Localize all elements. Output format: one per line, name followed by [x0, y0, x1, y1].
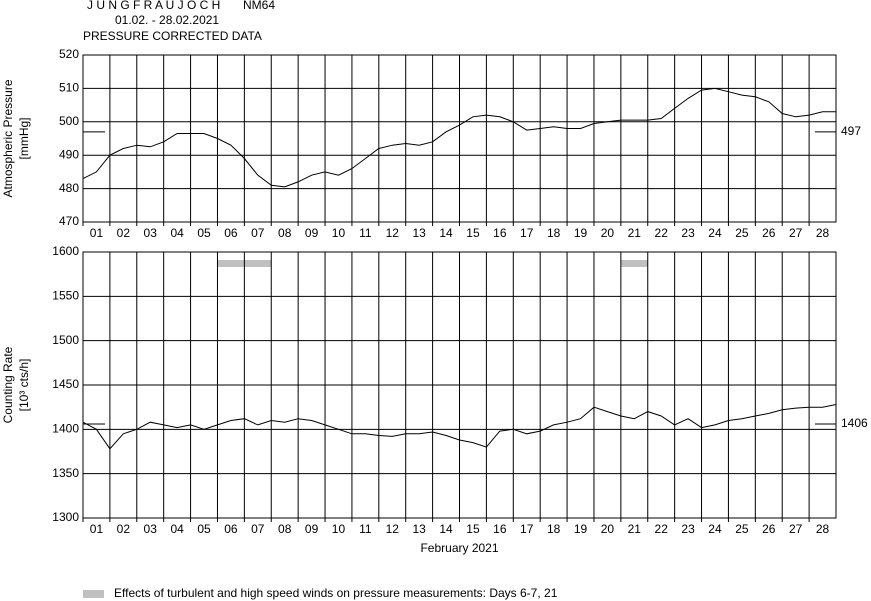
x-tick-label: 21: [628, 226, 642, 240]
y-axis-label: [mmHg]: [17, 118, 31, 160]
x-tick-label: 28: [816, 226, 830, 240]
wind-span: [620, 260, 648, 267]
x-tick-label: 17: [520, 522, 534, 536]
x-tick-label: 07: [251, 522, 265, 536]
x-tick-label: 11: [359, 522, 372, 536]
x-tick-label: 16: [493, 522, 507, 536]
x-axis-label: February 2021: [420, 541, 498, 555]
x-tick-label: 17: [520, 226, 534, 240]
x-tick-label: 02: [117, 522, 131, 536]
x-tick-label: 07: [251, 226, 265, 240]
x-tick-label: 14: [439, 226, 453, 240]
x-tick-label: 10: [332, 226, 346, 240]
x-tick-label: 06: [224, 226, 238, 240]
y-tick-label: 520: [59, 47, 79, 61]
y-tick-label: 1600: [52, 244, 79, 258]
x-tick-label: 15: [466, 226, 480, 240]
data-line: [82, 404, 837, 450]
reference-label: 1406: [841, 416, 868, 430]
y-axis-label: [10³ cts/h]: [17, 359, 31, 412]
y-tick-label: 480: [59, 181, 79, 195]
y-tick-label: 500: [59, 114, 79, 128]
x-tick-label: 08: [278, 226, 292, 240]
legend-swatch: [83, 590, 104, 598]
y-tick-label: 470: [59, 214, 79, 228]
y-tick-label: 1500: [52, 333, 79, 347]
y-tick-label: 1550: [52, 289, 79, 303]
y-axis-label: Atmospheric Pressure: [1, 79, 15, 197]
x-tick-label: 21: [628, 522, 642, 536]
station: NM64: [243, 0, 275, 12]
x-tick-label: 02: [117, 226, 131, 240]
x-tick-label: 01: [90, 522, 104, 536]
y-tick-label: 1400: [52, 422, 79, 436]
period: 01.02. - 28.02.2021: [115, 13, 219, 27]
x-tick-label: 08: [278, 522, 292, 536]
x-tick-label: 04: [170, 522, 184, 536]
x-tick-label: 13: [412, 226, 426, 240]
x-tick-label: 03: [144, 226, 158, 240]
x-tick-label: 15: [466, 522, 480, 536]
subtitle: PRESSURE CORRECTED DATA: [83, 29, 262, 43]
title: J U N G F R A U J O C H: [87, 0, 220, 12]
x-tick-label: 04: [170, 226, 184, 240]
reference-label: 497: [841, 124, 861, 138]
x-tick-label: 10: [332, 522, 346, 536]
x-tick-label: 27: [789, 226, 803, 240]
y-tick-label: 490: [59, 147, 79, 161]
x-tick-label: 26: [762, 226, 776, 240]
x-tick-label: 19: [574, 522, 588, 536]
x-tick-label: 24: [708, 226, 722, 240]
x-tick-label: 28: [816, 522, 830, 536]
y-tick-label: 1450: [52, 377, 79, 391]
x-tick-label: 23: [681, 522, 695, 536]
x-tick-label: 25: [735, 226, 749, 240]
x-tick-label: 12: [386, 226, 400, 240]
x-tick-label: 14: [439, 522, 453, 536]
x-tick-label: 12: [386, 522, 400, 536]
x-tick-label: 22: [655, 522, 669, 536]
x-tick-label: 16: [493, 226, 507, 240]
x-tick-label: 09: [305, 522, 319, 536]
x-tick-label: 06: [224, 522, 238, 536]
y-tick-label: 510: [59, 81, 79, 95]
x-tick-label: 11: [359, 226, 372, 240]
x-tick-label: 19: [574, 226, 588, 240]
y-tick-label: 1350: [52, 466, 79, 480]
x-tick-label: 09: [305, 226, 319, 240]
x-tick-label: 20: [601, 226, 615, 240]
x-tick-label: 03: [144, 522, 158, 536]
x-tick-label: 24: [708, 522, 722, 536]
y-tick-label: 1300: [52, 510, 79, 524]
x-tick-label: 01: [90, 226, 104, 240]
legend-label: Effects of turbulent and high speed wind…: [114, 586, 558, 600]
data-line: [82, 87, 836, 188]
x-tick-label: 26: [762, 522, 776, 536]
x-tick-label: 18: [547, 522, 561, 536]
x-tick-label: 22: [655, 226, 669, 240]
x-tick-label: 13: [412, 522, 426, 536]
x-tick-label: 23: [681, 226, 695, 240]
x-tick-label: 05: [197, 226, 211, 240]
x-tick-label: 25: [735, 522, 749, 536]
x-tick-label: 27: [789, 522, 803, 536]
y-axis-label: Counting Rate: [1, 346, 15, 423]
x-tick-label: 18: [547, 226, 561, 240]
x-tick-label: 20: [601, 522, 615, 536]
x-tick-label: 05: [197, 522, 211, 536]
